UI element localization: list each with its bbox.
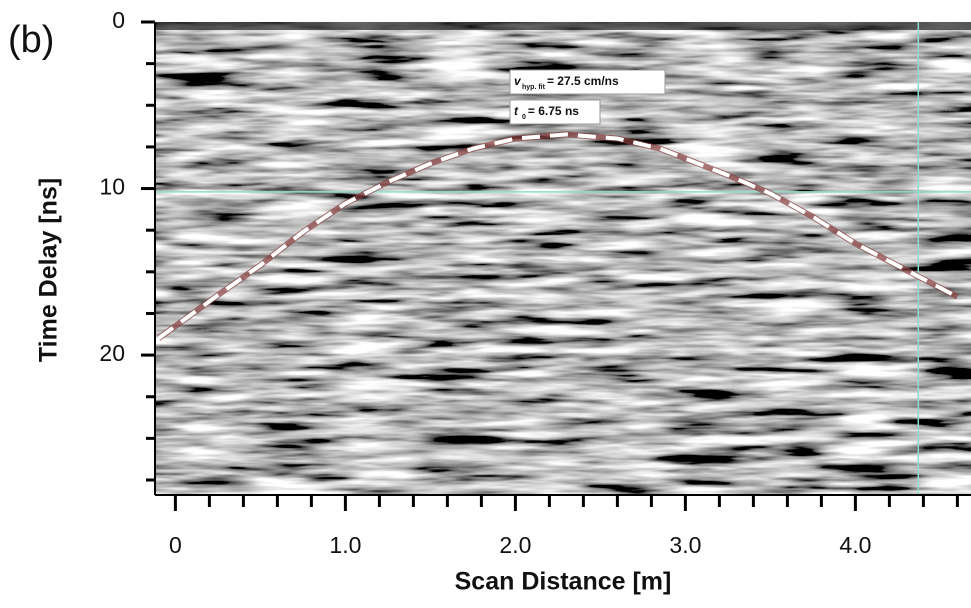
y-tick-label: 0 xyxy=(112,7,125,33)
fit-curve xyxy=(157,132,959,341)
x-tick-label: 1.0 xyxy=(329,532,361,558)
y-tick-label: 10 xyxy=(99,174,125,200)
top-band xyxy=(155,22,971,30)
annotation-symbol: v xyxy=(514,74,522,88)
annotation-box xyxy=(509,99,601,125)
y-axis-title: Time Delay [ns] xyxy=(35,178,63,362)
annotation-text: = 27.5 cm/ns xyxy=(547,74,619,88)
x-tick-label: 2.0 xyxy=(499,532,531,558)
annotation-subscript: 0 xyxy=(522,114,526,121)
annotation-box xyxy=(509,69,666,95)
x-tick-label: 4.0 xyxy=(839,532,871,558)
x-axis-title: Scan Distance [m] xyxy=(455,568,672,596)
plot-area xyxy=(155,22,971,495)
annotation-text: = 6.75 ns xyxy=(528,104,579,118)
x-tick-label: 0 xyxy=(169,532,182,558)
annotation-subscript: hyp. fit xyxy=(522,84,546,91)
x-tick-label: 3.0 xyxy=(669,532,701,558)
panel-label: (b) xyxy=(8,19,54,61)
y-tick-label: 20 xyxy=(99,340,125,366)
annotation-symbol: t xyxy=(514,104,519,118)
